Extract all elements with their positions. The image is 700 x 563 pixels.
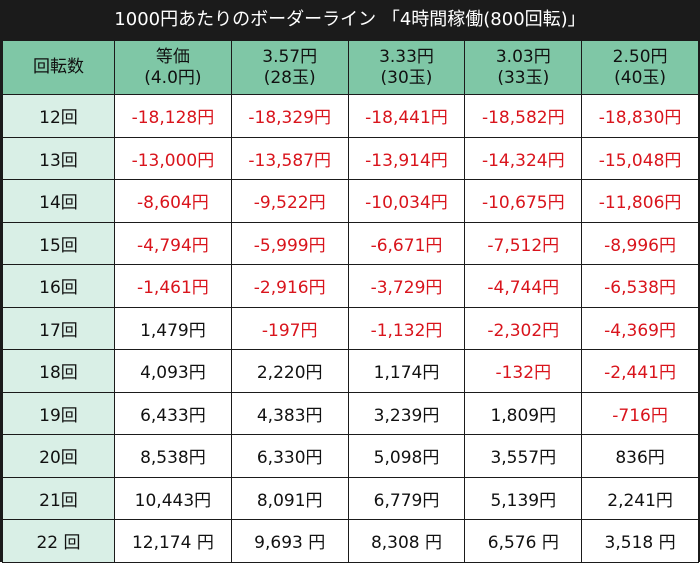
header-sub: (4.0円)	[144, 67, 202, 88]
value-cell: 12,174 円	[114, 519, 232, 563]
value-cell: 4,093円	[114, 349, 232, 393]
header-spins: 回転数	[2, 40, 115, 95]
value-cell: -18,329円	[230, 94, 349, 138]
table-body: 12回 -18,128円 -18,329円 -18,441円 -18,582円 -18,8…	[2, 94, 699, 563]
value-cell: -8,604円	[114, 179, 232, 223]
value-cell: 3,557円	[464, 434, 583, 478]
value-cell: -18,830円	[581, 94, 699, 138]
value-cell: -2,441円	[581, 349, 699, 393]
table-row: 22 回 12,174 円 9,693 円 8,308 円 6,576 円 3,518 円	[2, 519, 699, 563]
value-cell: 4,383円	[230, 391, 349, 435]
value-cell: -4,744円	[464, 264, 583, 308]
table-title: 1000円あたりのボーダーライン 「4時間稼働(800回転)」	[114, 9, 586, 30]
value-cell: -1,132円	[347, 306, 466, 350]
value-cell: 1,809円	[464, 391, 583, 435]
table-header-row: 回転数 等価 (4.0円) 3.57円 (28玉) 3.33円 (30玉) 3.03円…	[2, 40, 699, 95]
table-row: 12回 -18,128円 -18,329円 -18,441円 -18,582円 -18,8…	[2, 94, 699, 138]
header-sub: (40玉)	[614, 67, 667, 88]
header-col-4: 2.50円 (40玉)	[581, 40, 699, 95]
value-cell: -5,999円	[230, 221, 349, 265]
header-rate: 2.50円	[612, 46, 668, 67]
value-cell: -18,582円	[464, 94, 583, 138]
header-col-2: 3.33円 (30玉)	[347, 40, 466, 95]
value-cell: 8,308 円	[347, 519, 466, 563]
border-line-table: 回転数 等価 (4.0円) 3.57円 (28玉) 3.33円 (30玉) 3.03円…	[2, 40, 699, 563]
table-row: 17回 1,479円 -197円 -1,132円 -2,302円 -4,369円	[2, 306, 699, 350]
value-cell: 10,443円	[114, 476, 232, 520]
value-cell: -716円	[581, 391, 699, 435]
row-spin-label: 20回	[2, 434, 115, 478]
value-cell: 6,433円	[114, 391, 232, 435]
row-spin-label: 16回	[2, 264, 115, 308]
value-cell: -13,587円	[230, 136, 349, 180]
table-row: 18回 4,093円 2,220円 1,174円 -132円 -2,441円	[2, 349, 699, 393]
value-cell: 6,779円	[347, 476, 466, 520]
value-cell: -18,128円	[114, 94, 232, 138]
table-row: 19回 6,433円 4,383円 3,239円 1,809円 -716円	[2, 391, 699, 435]
header-sub: (30玉)	[380, 67, 433, 88]
value-cell: 1,174円	[347, 349, 466, 393]
value-cell: -132円	[464, 349, 583, 393]
header-col-3: 3.03円 (33玉)	[464, 40, 583, 95]
value-cell: 836円	[581, 434, 699, 478]
value-cell: 1,479円	[114, 306, 232, 350]
value-cell: -10,675円	[464, 179, 583, 223]
value-cell: -9,522円	[230, 179, 349, 223]
value-cell: 5,139円	[464, 476, 583, 520]
value-cell: 6,576 円	[464, 519, 583, 563]
value-cell: 6,330円	[230, 434, 349, 478]
table-row: 13回 -13,000円 -13,587円 -13,914円 -14,324円 -15,0…	[2, 136, 699, 180]
value-cell: -2,302円	[464, 306, 583, 350]
value-cell: -4,369円	[581, 306, 699, 350]
header-sub: (33玉)	[497, 67, 550, 88]
value-cell: -11,806円	[581, 179, 699, 223]
value-cell: -14,324円	[464, 136, 583, 180]
header-col-1: 3.57円 (28玉)	[230, 40, 349, 95]
value-cell: 3,518 円	[581, 519, 699, 563]
table-row: 14回 -8,604円 -9,522円 -10,034円 -10,675円 -11,806…	[2, 179, 699, 223]
value-cell: -7,512円	[464, 221, 583, 265]
header-rate: 等価	[155, 46, 190, 67]
value-cell: -2,916円	[230, 264, 349, 308]
value-cell: 2,220円	[230, 349, 349, 393]
header-sub: (28玉)	[263, 67, 316, 88]
value-cell: -3,729円	[347, 264, 466, 308]
row-spin-label: 18回	[2, 349, 115, 393]
header-rate: 3.57円	[262, 46, 318, 67]
value-cell: -13,914円	[347, 136, 466, 180]
value-cell: -13,000円	[114, 136, 232, 180]
value-cell: -4,794円	[114, 221, 232, 265]
table-row: 20回 8,538円 6,330円 5,098円 3,557円 836円	[2, 434, 699, 478]
value-cell: -8,996円	[581, 221, 699, 265]
row-spin-label: 14回	[2, 179, 115, 223]
header-col-0: 等価 (4.0円)	[114, 40, 232, 95]
header-rate: 3.03円	[495, 46, 551, 67]
row-spin-label: 22 回	[2, 519, 115, 563]
table-row: 15回 -4,794円 -5,999円 -6,671円 -7,512円 -8,996円	[2, 221, 699, 265]
table-row: 16回 -1,461円 -2,916円 -3,729円 -4,744円 -6,538円	[2, 264, 699, 308]
table-row: 21回 10,443円 8,091円 6,779円 5,139円 2,241円	[2, 476, 699, 520]
row-spin-label: 15回	[2, 221, 115, 265]
value-cell: -6,538円	[581, 264, 699, 308]
value-cell: 3,239円	[347, 391, 466, 435]
value-cell: 9,693 円	[230, 519, 349, 563]
value-cell: 8,091円	[230, 476, 349, 520]
header-rate: 3.33円	[379, 46, 434, 67]
value-cell: -18,441円	[347, 94, 466, 138]
row-spin-label: 19回	[2, 391, 115, 435]
row-spin-label: 17回	[2, 306, 115, 350]
value-cell: 8,538円	[114, 434, 232, 478]
value-cell: -10,034円	[347, 179, 466, 223]
row-spin-label: 21回	[2, 476, 115, 520]
value-cell: -197円	[230, 306, 349, 350]
value-cell: 5,098円	[347, 434, 466, 478]
row-spin-label: 13回	[2, 136, 115, 180]
value-cell: -1,461円	[114, 264, 232, 308]
value-cell: 2,241円	[581, 476, 699, 520]
row-spin-label: 12回	[2, 94, 115, 138]
value-cell: -15,048円	[581, 136, 699, 180]
value-cell: -6,671円	[347, 221, 466, 265]
